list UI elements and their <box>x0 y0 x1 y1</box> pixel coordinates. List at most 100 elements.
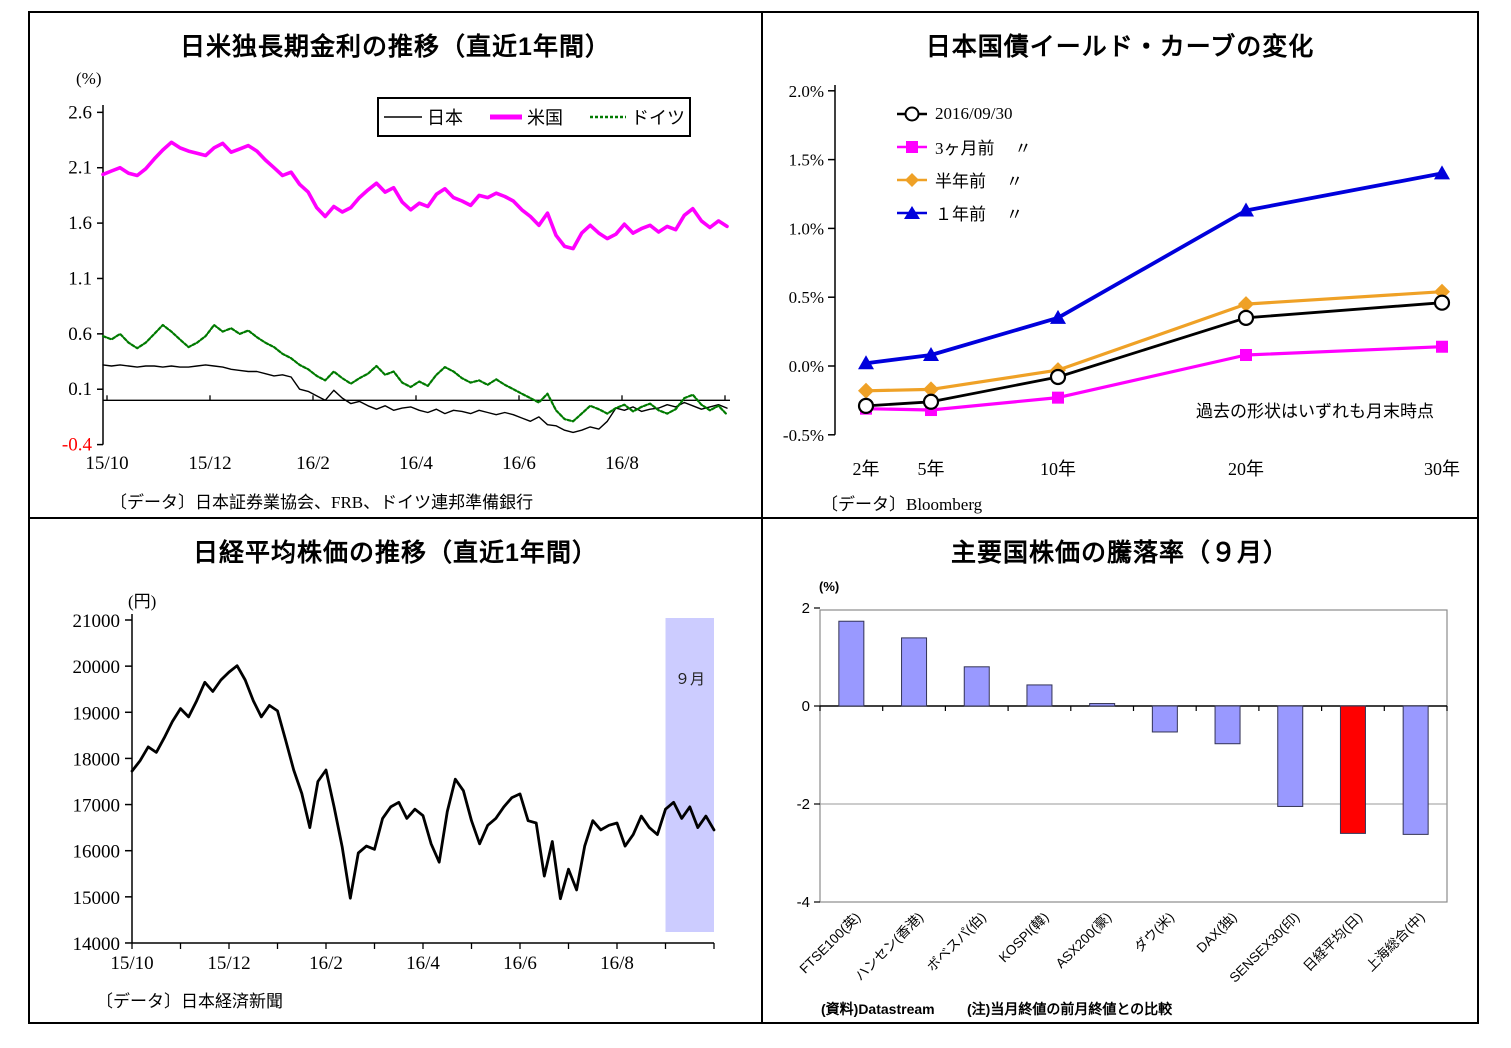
legend-item-1yr: １年前 〃 <box>895 196 1032 229</box>
svg-text:0: 0 <box>802 698 810 715</box>
svg-text:0.0%: 0.0% <box>789 357 824 376</box>
series-米国 <box>101 140 729 251</box>
bar-日経平均(日) <box>1339 705 1366 834</box>
bar-ボベスパ(伯) <box>963 666 990 707</box>
bars-source-note: (資料)Datastream <box>821 1001 935 1017</box>
panel-jp-us-de-rates: 日米独長期金利の推移（直近1年間） (%) 日本 米国 ドイツ 2.6 2.1 1.… <box>30 13 763 519</box>
germany-line-swatch-icon <box>590 115 626 119</box>
ditto-mark: 〃 <box>1006 205 1023 224</box>
svg-text:2.0%: 2.0% <box>789 82 824 101</box>
panel-jgb-yield-curve: 日本国債イールド・カーブの変化 2016/09/30 3ヶ月前 〃 半年前 〃 … <box>763 13 1477 519</box>
us-line-swatch-icon <box>490 114 522 120</box>
svg-text:16/6: 16/6 <box>502 453 536 474</box>
svg-text:17000: 17000 <box>73 796 121 817</box>
svg-text:16000: 16000 <box>73 842 121 863</box>
svg-text:2年: 2年 <box>853 459 880 479</box>
bar-DAX(独) <box>1214 705 1241 745</box>
triangle-marker-icon <box>897 205 927 219</box>
panel-market-change-bars: 主要国株価の騰落率（９月） (%) 2 0 -2 -4 FTSE100(英) ハンセン(香… <box>763 519 1477 1022</box>
svg-text:15/10: 15/10 <box>110 953 153 974</box>
svg-text:16/2: 16/2 <box>309 953 343 974</box>
rates-source-note: 〔データ〕日本証券業協会、FRB、ドイツ連邦準備銀行 <box>110 493 534 512</box>
bar-label-ASX200(豪): ASX200(豪) <box>1053 910 1115 972</box>
svg-text:30年: 30年 <box>1424 459 1460 479</box>
yield-plot: 2.0% 1.5% 1.0% 0.5% 0.0% -0.5% 2年 5年 10年 20年 30年 <box>783 82 1460 479</box>
svg-text:20年: 20年 <box>1228 459 1264 479</box>
yield-annotation: 過去の形状はいずれも月末時点 <box>1196 402 1434 421</box>
series-１年前 <box>858 165 1450 370</box>
svg-text:-0.5%: -0.5% <box>783 426 824 445</box>
svg-text:16/6: 16/6 <box>503 953 537 974</box>
svg-text:15/12: 15/12 <box>188 453 231 474</box>
svg-text:5年: 5年 <box>918 459 945 479</box>
panel-nikkei-average: 日経平均株価の推移（直近1年間） (円) ９月 21000 20000 19000 18… <box>30 519 763 1022</box>
legend-item-us: 米国 <box>489 104 563 130</box>
svg-text:21000: 21000 <box>73 611 121 632</box>
bar-label-ダウ(米): ダウ(米) <box>1131 910 1177 956</box>
bar-上海総合(中) <box>1402 705 1429 835</box>
bar-label-ハンセン(香港): ハンセン(香港) <box>852 910 926 984</box>
bar-label-FTSE100(英): FTSE100(英) <box>796 909 864 977</box>
bar-label-日経平均(日): 日経平均(日) <box>1300 910 1365 975</box>
diamond-marker-icon <box>897 172 927 187</box>
series-ドイツ <box>101 323 729 423</box>
svg-text:0.1: 0.1 <box>68 379 92 400</box>
legend-item-japan: 日本 <box>383 104 463 130</box>
ditto-mark: 〃 <box>1006 172 1023 191</box>
rates-chart-title: 日米独長期金利の推移（直近1年間） <box>180 33 611 61</box>
legend-label: 日本 <box>427 108 463 128</box>
svg-text:1.6: 1.6 <box>68 213 92 234</box>
series-半年前 <box>858 283 1450 399</box>
svg-text:15/12: 15/12 <box>207 953 250 974</box>
legend-label: 米国 <box>527 108 563 128</box>
svg-text:16/8: 16/8 <box>600 953 634 974</box>
legend-item-latest: 2016/09/30 <box>895 97 1032 130</box>
svg-text:16/4: 16/4 <box>399 453 433 474</box>
legend-label: 2016/09/30 <box>935 103 1013 123</box>
svg-text:15000: 15000 <box>73 888 121 909</box>
bar-label-DAX(独): DAX(独) <box>1194 910 1240 956</box>
nikkei-plot: ９月 21000 20000 19000 18000 17000 16000 15000 140… <box>73 611 716 974</box>
bars-y-unit-label: (%) <box>819 579 840 594</box>
square-marker-icon <box>897 140 927 153</box>
bar-ASX200(豪) <box>1089 703 1116 707</box>
series-日経平均株価 <box>130 664 716 901</box>
ditto-mark: 〃 <box>1014 139 1032 158</box>
yield-legend: 2016/09/30 3ヶ月前 〃 半年前 〃 １年前 〃 <box>895 97 1032 229</box>
bar-ダウ(米) <box>1151 705 1178 733</box>
svg-text:2: 2 <box>802 600 810 617</box>
rates-y-unit-label: (%) <box>76 69 102 88</box>
nikkei-chart-title: 日経平均株価の推移（直近1年間） <box>193 539 598 567</box>
svg-text:1.5%: 1.5% <box>789 151 824 170</box>
series-2016/09/30 <box>857 294 1451 415</box>
bar-SENSEX30(印) <box>1277 705 1304 807</box>
bar-label-上海総合(中): 上海総合(中) <box>1363 910 1428 975</box>
nikkei-source-note: 〔データ〕日本経済新聞 <box>96 992 283 1011</box>
svg-text:15/10: 15/10 <box>85 453 128 474</box>
rates-chart: 2.6 2.1 1.6 1.1 0.6 0.1 -0.415/10 15/12 16/2 16/4… <box>62 102 730 474</box>
september-band <box>665 618 714 932</box>
yield-chart-title: 日本国債イールド・カーブの変化 <box>925 33 1315 61</box>
svg-text:-4: -4 <box>797 894 810 911</box>
bar-label-ボベスパ(伯): ボベスパ(伯) <box>924 910 989 975</box>
japan-line-swatch-icon <box>384 116 422 118</box>
legend-label: 半年前 <box>935 172 986 191</box>
nikkei-y-unit-label: (円) <box>128 592 157 611</box>
legend-item-3mo: 3ヶ月前 〃 <box>895 130 1032 163</box>
bars-chart-title: 主要国株価の騰落率（９月） <box>950 539 1289 567</box>
svg-text:-2: -2 <box>797 796 810 813</box>
legend-item-germany: ドイツ <box>589 104 685 130</box>
bars-method-note: (注)当月終値の前月終値との比較 <box>967 1001 1173 1017</box>
svg-text:18000: 18000 <box>73 749 121 770</box>
svg-text:0.6: 0.6 <box>68 324 92 345</box>
rates-legend: 日本 米国 ドイツ <box>377 97 691 137</box>
svg-text:2.6: 2.6 <box>68 102 92 123</box>
svg-text:14000: 14000 <box>73 934 121 955</box>
svg-text:1.1: 1.1 <box>68 268 92 289</box>
svg-text:20000: 20000 <box>73 657 121 678</box>
svg-text:2.1: 2.1 <box>68 158 92 179</box>
bar-ハンセン(香港) <box>901 637 928 707</box>
